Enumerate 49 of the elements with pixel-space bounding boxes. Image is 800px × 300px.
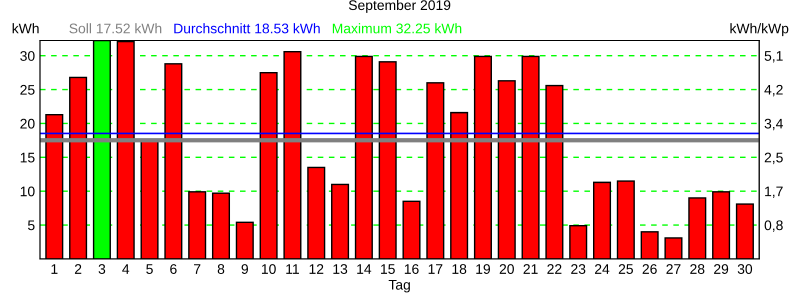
y2-tick-label: 0,8 <box>764 220 783 232</box>
x-tick-label: 29 <box>714 264 728 274</box>
x-tick-label: 23 <box>571 264 586 274</box>
x-tick-label: 26 <box>642 264 657 274</box>
x-tick-label: 20 <box>500 264 514 274</box>
x-tick-label: 2 <box>74 264 82 274</box>
x-tick-label: 14 <box>357 264 372 274</box>
x-tick-label: 19 <box>476 264 490 274</box>
x-tick-label: 30 <box>738 264 752 274</box>
x-tick-label: 21 <box>524 264 538 274</box>
x-tick-label: 18 <box>452 264 466 274</box>
x-tick-label: 7 <box>194 264 200 274</box>
x-tick-label: 13 <box>333 264 348 274</box>
y-tick-label: 15 <box>20 152 35 162</box>
x-tick-label: 28 <box>690 264 704 274</box>
x-tick-label: 8 <box>218 264 224 274</box>
x-tick-label: 17 <box>428 264 442 274</box>
x-tick-label: 12 <box>310 264 324 274</box>
x-tick-label: 1 <box>51 264 58 274</box>
y2-tick-label: 2,5 <box>764 152 783 164</box>
x-tick-label: 16 <box>404 264 419 274</box>
x-tick-label: 15 <box>381 264 395 274</box>
y-tick-label: 25 <box>20 84 35 95</box>
x-tick-label: 27 <box>666 264 680 274</box>
x-tick-label: 5 <box>146 264 153 274</box>
y-tick-label: 30 <box>20 51 35 61</box>
x-tick-label: 22 <box>547 264 562 274</box>
x-tick-label: 3 <box>98 264 106 274</box>
ref-line-label: Soll 17.52 kWh <box>69 23 162 34</box>
text: Maximum 32.25 kWh <box>332 23 462 34</box>
y-tick-label: 10 <box>20 186 35 196</box>
y2-axis-title: kWh/kWp <box>730 23 788 36</box>
y-tick-label: 5 <box>28 220 35 230</box>
x-tick-label: 4 <box>122 264 130 274</box>
x-tick-label: 10 <box>262 264 276 274</box>
y2-tick-label: 5,1 <box>764 51 783 62</box>
chart-title: September 2019 <box>348 0 450 13</box>
x-tick-label: 9 <box>242 264 248 274</box>
x-tick-label: 11 <box>286 264 299 274</box>
x-tick-label: 6 <box>170 264 177 274</box>
ref-line-label: Durchschnitt 18.53 kWh <box>174 23 320 34</box>
y-axis-title: kWh <box>12 23 39 34</box>
x-axis-title: Tag <box>388 280 410 292</box>
x-tick-label: 24 <box>595 264 610 274</box>
y-tick-label: 20 <box>20 118 35 129</box>
x-tick-label: 25 <box>618 264 633 274</box>
y2-tick-label: 3,4 <box>764 118 783 130</box>
y2-tick-label: 4,2 <box>764 84 783 96</box>
y2-tick-label: 1,7 <box>765 186 783 198</box>
